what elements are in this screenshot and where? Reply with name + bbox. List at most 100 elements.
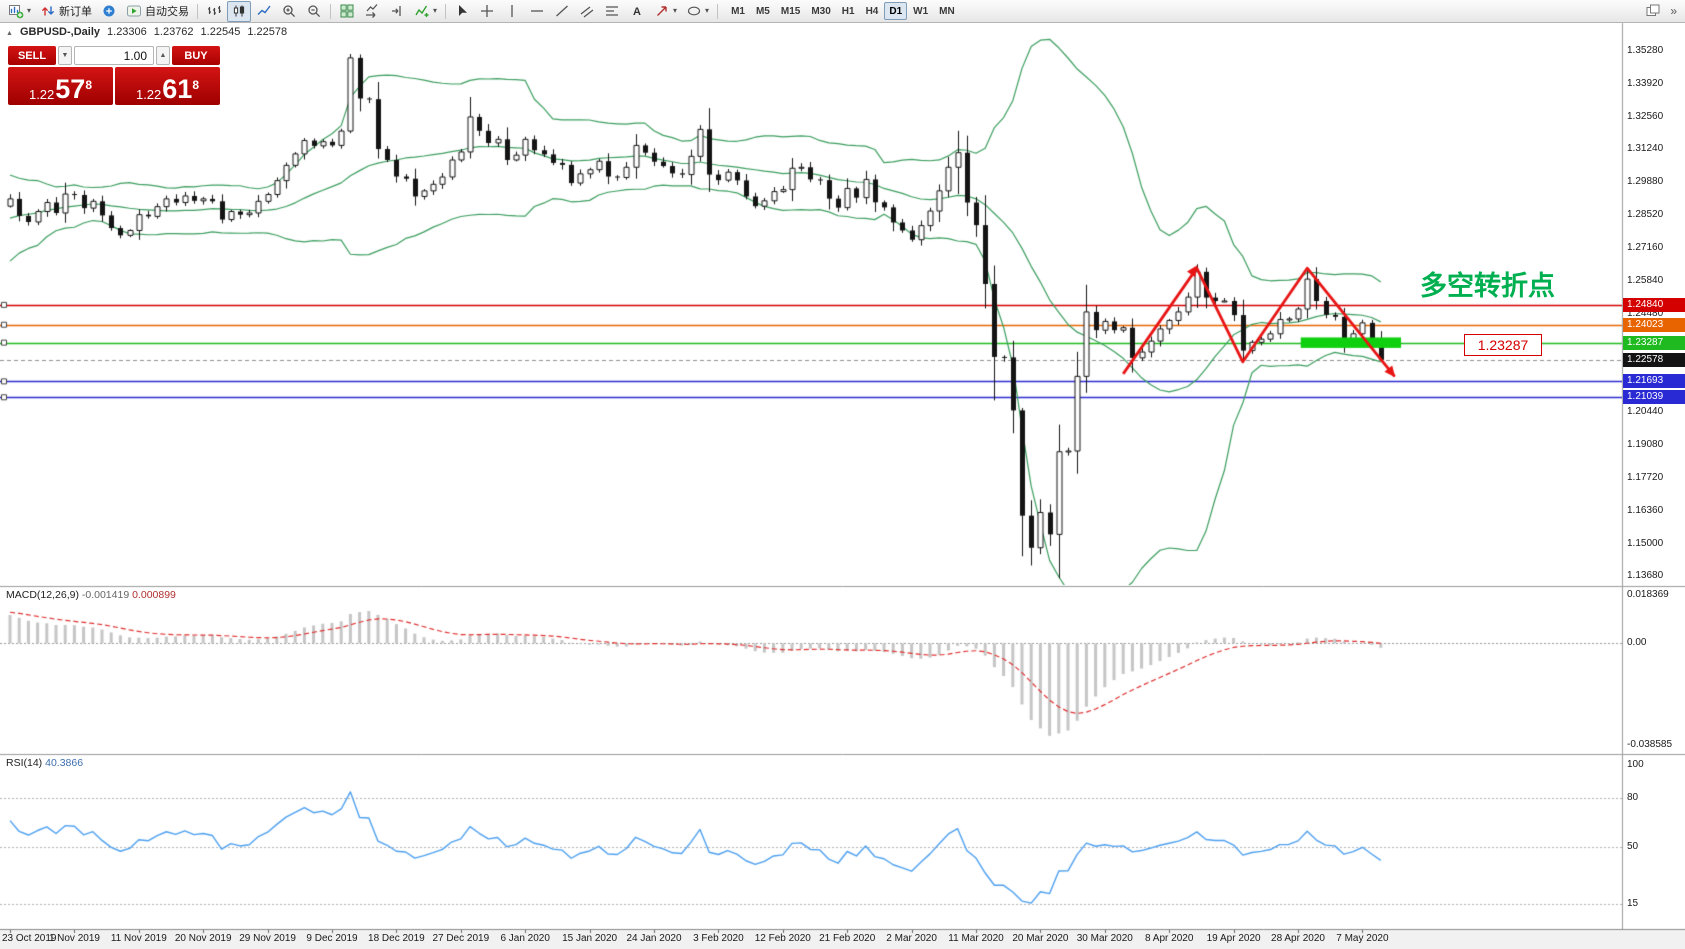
auto-scroll-icon	[366, 4, 378, 18]
overflow-chevron-icon: »	[1670, 4, 1677, 18]
timeframe-button-W1[interactable]: W1	[913, 5, 929, 17]
bar-chart-icon	[208, 6, 222, 15]
sell-label-chip[interactable]: SELL	[8, 46, 56, 65]
sell-options-caret[interactable]: ▼	[58, 46, 72, 65]
line-chart-icon	[257, 5, 271, 15]
chart-shift-button[interactable]	[385, 1, 409, 22]
one-click-trading-panel: SELL ▼ 1.00 ▲ BUY 1.22 57 8 1.22 61 8	[8, 46, 220, 105]
chevron-down-icon: ▾	[705, 6, 710, 15]
ohlc-low: 1.22545	[200, 26, 241, 38]
date-label: 11 Mar 2020	[948, 933, 1004, 944]
channel-icon	[580, 6, 594, 18]
timeframe-button-M15[interactable]: M15	[780, 5, 801, 17]
buy-button[interactable]: 1.22 61 8	[115, 67, 220, 105]
tile-windows-button[interactable]	[335, 1, 359, 22]
text-button[interactable]: A	[625, 1, 649, 22]
timeframe-button-M1[interactable]: M1	[731, 5, 745, 17]
rsi-name: RSI(14)	[6, 757, 43, 769]
new-order-button[interactable]: 新订单	[36, 1, 96, 22]
timeframe-button-M5[interactable]: M5	[755, 5, 770, 17]
price-scale-label: 1.31240	[1627, 143, 1664, 155]
date-label: 15 Jan 2020	[562, 933, 618, 944]
autotrading-button[interactable]: 自动交易	[122, 1, 193, 22]
ohlc-high: 1.23762	[153, 26, 194, 38]
toolbar-overflow-button[interactable]: »	[1666, 1, 1681, 22]
cursor-button[interactable]	[450, 1, 474, 22]
date-label: 12 Feb 2020	[754, 933, 811, 944]
price-scale-label: 1.13680	[1627, 570, 1664, 582]
arrange-windows-button[interactable]	[1641, 1, 1665, 22]
chart-candles-button[interactable]	[227, 0, 252, 22]
date-label: 27 Dec 2019	[432, 933, 490, 944]
new-chart-icon	[9, 5, 24, 19]
vertical-line-icon	[511, 5, 513, 17]
macd-scale-label: -0.038585	[1627, 738, 1673, 750]
timeframe-button-H1[interactable]: H1	[841, 5, 855, 17]
price-scale-label: 1.16360	[1627, 505, 1664, 517]
timeframe-button-H4[interactable]: H4	[865, 5, 879, 17]
date-label: 29 Nov 2019	[239, 933, 296, 944]
toolbar: ▾ 新订单 自动交易	[0, 0, 1685, 23]
collapse-trade-panel-icon[interactable]: ▲	[6, 30, 13, 37]
profiles-icon	[103, 5, 115, 17]
indicators-button[interactable]: ▾	[410, 1, 441, 22]
date-label: 19 Apr 2020	[1206, 933, 1261, 944]
date-label: 7 May 2020	[1336, 933, 1389, 944]
buy-price-big: 61	[162, 74, 193, 105]
profiles-button[interactable]	[97, 1, 121, 22]
horizontal-line-button[interactable]	[525, 1, 549, 22]
buy-price-prefix: 1.22	[135, 87, 162, 102]
timeframe-button-MN[interactable]: MN	[939, 5, 955, 17]
timeframe-button-D1[interactable]: D1	[884, 2, 908, 20]
macd-signal-value: 0.000899	[132, 589, 176, 601]
price-line-tag: 1.24023	[1623, 317, 1685, 332]
price-scale-label: 1.20440	[1627, 405, 1664, 417]
arrows-button[interactable]: ▾	[650, 1, 681, 22]
volume-stepper[interactable]: ▲	[156, 46, 170, 65]
crosshair-button[interactable]	[475, 1, 499, 22]
fibonacci-button[interactable]	[600, 1, 624, 22]
trendline-button[interactable]	[550, 1, 574, 22]
rsi-indicator-label: RSI(14) 40.3866	[6, 757, 83, 769]
channel-button[interactable]	[575, 1, 599, 22]
price-scale-label: 1.28520	[1627, 209, 1664, 221]
date-label: 9 Dec 2019	[306, 933, 358, 944]
shapes-icon	[687, 6, 701, 16]
new-order-icon	[42, 6, 54, 16]
rsi-scale-label: 15	[1627, 897, 1639, 909]
chart-bars-button[interactable]	[202, 1, 226, 22]
price-axis[interactable]: 1.35280 1.33920 1.32560 1.31240 1.29880 1.285…	[1623, 23, 1685, 930]
ohlc-close: 1.22578	[247, 26, 288, 38]
macd-name: MACD(12,26,9)	[6, 589, 79, 601]
price-callout[interactable]: 1.23287	[1464, 334, 1542, 356]
buy-label-chip[interactable]: BUY	[172, 46, 220, 65]
date-label: 2 Mar 2020	[886, 933, 937, 944]
timeframe-button-M30[interactable]: M30	[811, 5, 831, 17]
date-label: 20 Mar 2020	[1012, 933, 1069, 944]
zoom-in-button[interactable]	[277, 1, 301, 22]
trendline-icon	[556, 5, 568, 17]
tile-windows-icon	[340, 4, 354, 18]
date-label: 21 Feb 2020	[819, 933, 876, 944]
macd-main-value: -0.001419	[81, 589, 130, 601]
sell-button[interactable]: 1.22 57 8	[8, 67, 113, 105]
date-label: 8 Apr 2020	[1145, 933, 1194, 944]
autotrading-icon	[127, 5, 142, 17]
date-label: 6 Jan 2020	[500, 933, 550, 944]
toolbar-separator	[197, 3, 199, 19]
new-chart-button[interactable]: ▾	[4, 1, 35, 22]
auto-scroll-button[interactable]	[360, 1, 384, 22]
chart-line-button[interactable]	[252, 1, 276, 22]
price-scale-label: 1.15000	[1627, 538, 1664, 550]
arrow-tool-icon	[657, 6, 667, 16]
time-axis[interactable]: 23 Oct 2019 1 Nov 2019 11 Nov 2019 20 Nov 2…	[0, 930, 1685, 949]
crosshair-icon	[481, 5, 494, 17]
vertical-line-button[interactable]	[500, 1, 524, 22]
turning-point-annotation[interactable]: 多空转折点	[1420, 271, 1555, 301]
price-scale-label: 1.24480	[1627, 307, 1664, 319]
shapes-button[interactable]: ▾	[682, 1, 713, 22]
volume-field[interactable]: 1.00	[74, 46, 154, 65]
zoom-out-button[interactable]	[302, 1, 326, 22]
candlestick-icon	[233, 5, 245, 17]
